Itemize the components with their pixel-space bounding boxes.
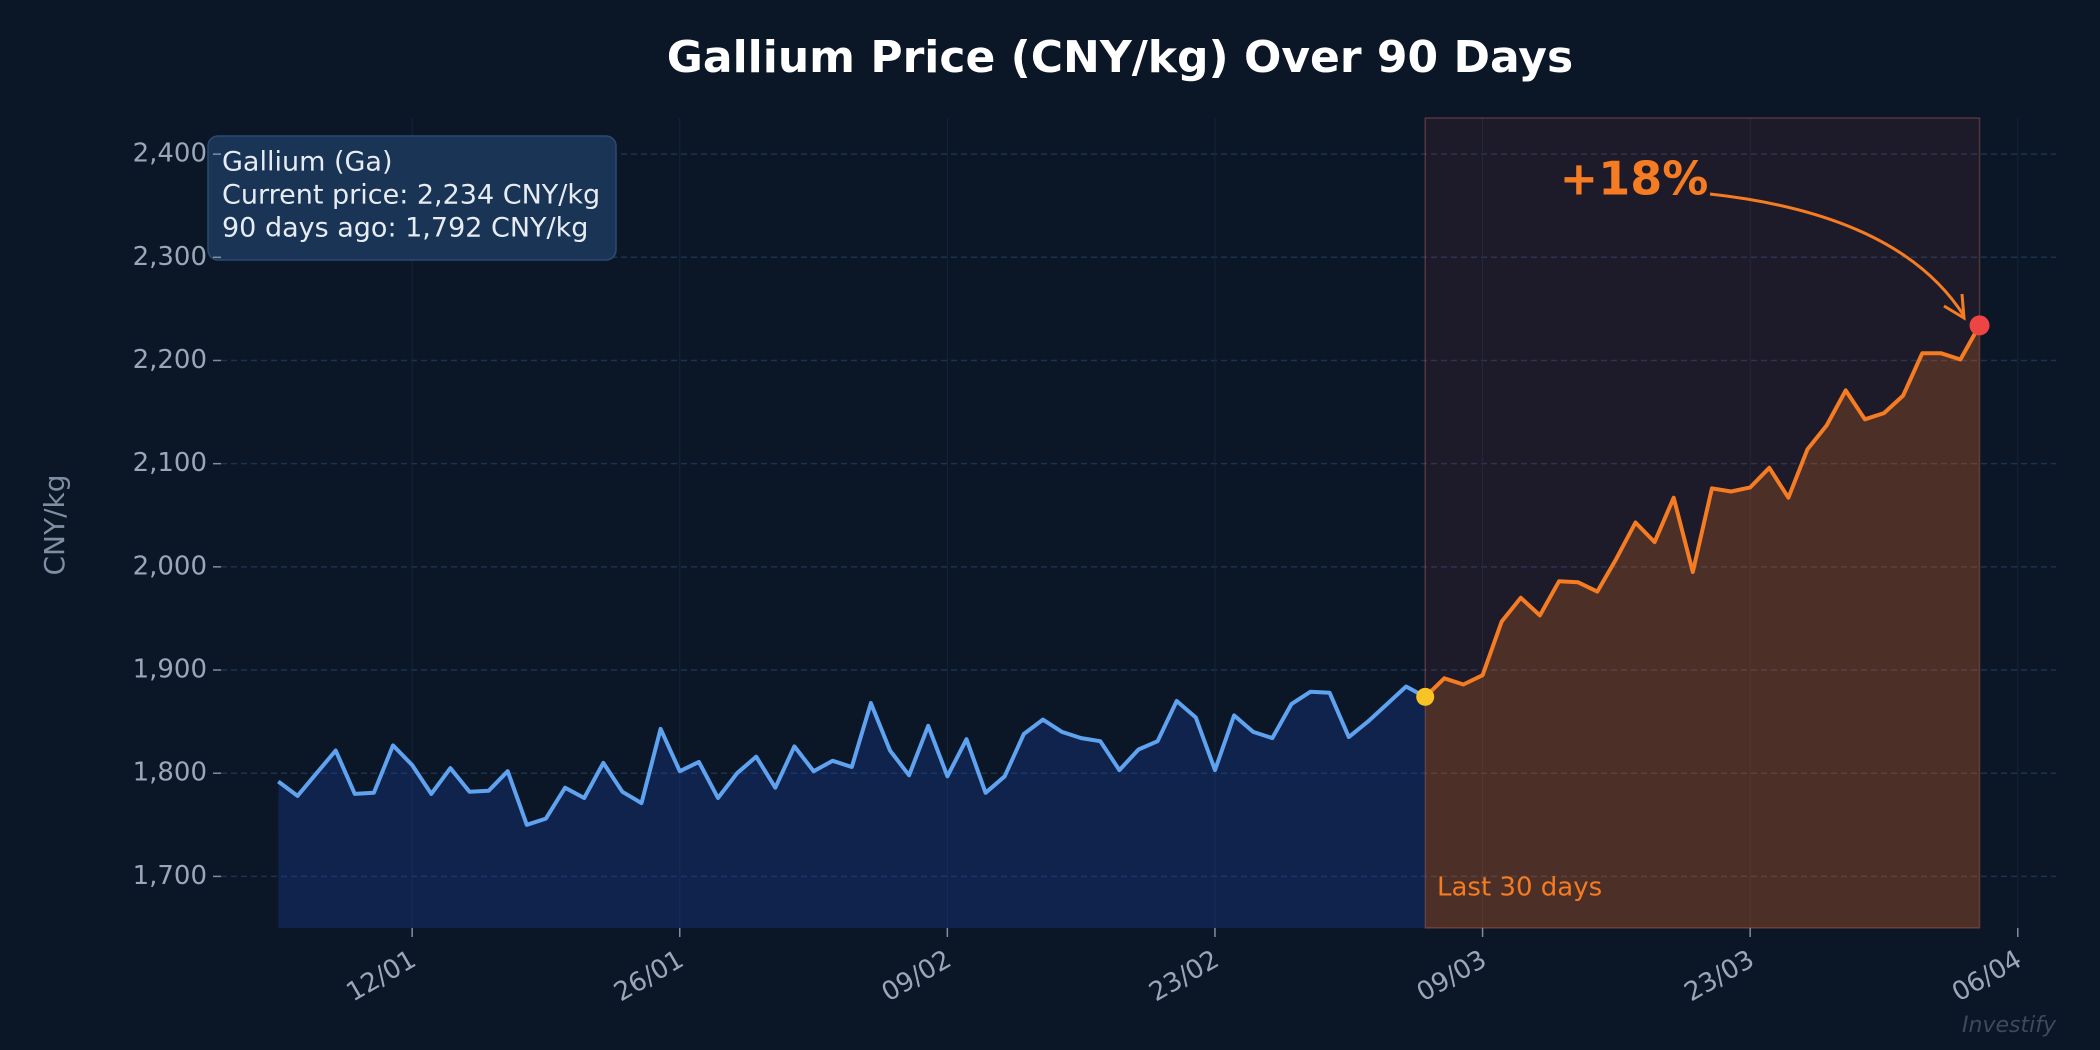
annotation: +18%	[1560, 152, 1709, 206]
y-tick-label: 2,200	[133, 345, 207, 375]
end-marker	[1969, 315, 1990, 336]
price-area	[278, 686, 1426, 928]
watermark: Investify	[1962, 1013, 2057, 1038]
annotation-arrow-head	[1943, 293, 1966, 321]
info-line: Current price: 2,234 CNY/kg	[222, 180, 600, 211]
info-line: 90 days ago: 1,792 CNY/kg	[222, 213, 588, 244]
y-tick-label: 1,800	[133, 758, 207, 788]
recent-price-line	[1423, 324, 1982, 699]
recent-price-area	[1425, 325, 1980, 928]
highlight-label: Last 30 days	[1437, 873, 1602, 903]
y-tick-label: 2,400	[133, 139, 207, 169]
y-tick-label: 1,900	[133, 655, 207, 685]
annotation-arrow	[1709, 192, 1966, 317]
info-box	[207, 135, 617, 261]
start-marker	[1416, 687, 1435, 706]
y-tick-label: 2,000	[133, 551, 207, 581]
y-tick-label: 2,100	[133, 448, 207, 478]
info-line: Gallium (Ga)	[222, 147, 393, 178]
chart-title: Gallium Price (CNY/kg) Over 90 Days	[667, 32, 1573, 83]
y-tick-label: 2,300	[133, 242, 207, 272]
y-axis-label: CNY/kg	[38, 474, 71, 575]
y-tick-label: 1,700	[133, 861, 207, 891]
price-line	[277, 684, 1427, 827]
